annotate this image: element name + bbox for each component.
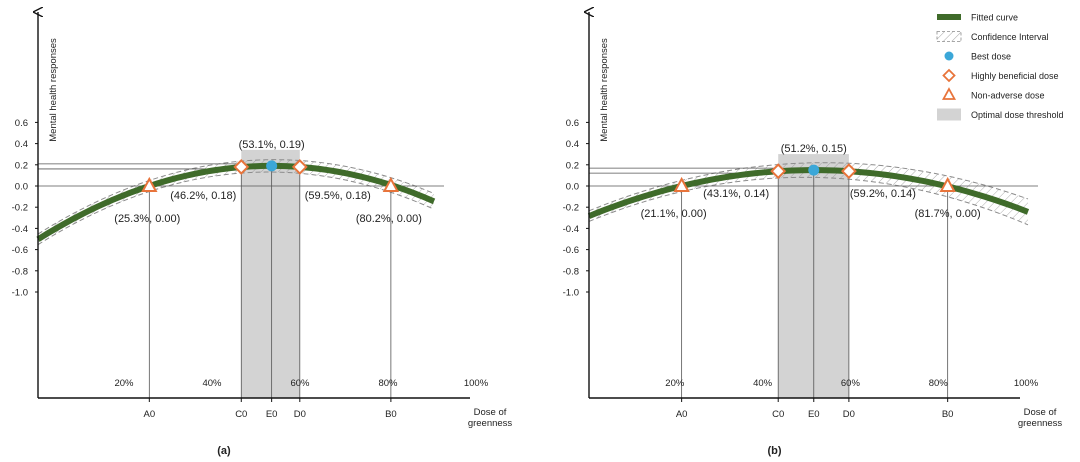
legend-swatch-band [937, 108, 961, 121]
y-tick-label: -0.2 [12, 203, 28, 214]
y-tick-label: 0.6 [566, 118, 579, 129]
x-point-label: D0 [294, 409, 306, 420]
y-tick-label: 0.2 [15, 160, 28, 171]
data-label: (59.5%, 0.18) [305, 190, 371, 202]
x-point-label: B0 [942, 409, 954, 420]
highly-beneficial-marker [770, 163, 787, 180]
legend-swatch-curve [937, 14, 961, 20]
ci-upper-bound [37, 159, 435, 235]
non-adverse-marker [939, 176, 956, 192]
x-tick-label: 20% [665, 378, 685, 389]
data-label: (25.3%, 0.00) [114, 213, 180, 225]
y-tick-label: 0.0 [15, 182, 28, 193]
data-label: (80.2%, 0.00) [356, 213, 422, 225]
ci-upper-bound [588, 162, 1029, 212]
best-dose-marker [266, 160, 278, 172]
x-tick-label: 100% [1014, 378, 1039, 389]
non-adverse-marker [141, 176, 158, 192]
data-label: (59.2%, 0.14) [850, 188, 916, 200]
ci-lower-bound [37, 171, 435, 246]
x-point-label: B0 [385, 409, 397, 420]
legend-swatch-diamond [942, 68, 956, 83]
legend-swatch-ci [936, 31, 962, 42]
highly-beneficial-marker [291, 159, 308, 175]
x-axis-label: Dose of greenness [1018, 407, 1063, 429]
highly-beneficial-marker [233, 159, 250, 175]
x-tick-label: 60% [841, 378, 861, 389]
y-tick-label: -0.4 [12, 224, 28, 235]
legend-swatch-triangle [941, 87, 957, 100]
y-tick-label: -0.4 [563, 224, 579, 235]
data-label: (46.2%, 0.18) [170, 190, 236, 202]
x-tick-label: 40% [753, 378, 773, 389]
y-tick-label: -1.0 [563, 288, 579, 299]
x-axis-label: Dose of greenness [468, 407, 513, 429]
non-adverse-marker [382, 176, 400, 192]
data-label: (21.1%, 0.00) [641, 208, 707, 220]
x-point-label: C0 [235, 409, 247, 420]
x-tick-label: 40% [202, 378, 222, 389]
ci-lower-bound [588, 176, 1029, 226]
legend-label: Best dose [971, 51, 1011, 61]
y-tick-label: -0.2 [563, 203, 579, 214]
x-point-label: E0 [808, 409, 820, 420]
x-point-label: C0 [772, 409, 784, 420]
legend-label: Highly beneficial dose [971, 71, 1059, 81]
legend-label: Confidence Interval [971, 32, 1049, 42]
y-tick-label: -0.6 [563, 245, 579, 256]
panel-label: (a) [217, 445, 231, 457]
x-point-label: D0 [843, 409, 855, 420]
confidence-interval [38, 159, 434, 245]
data-label: (43.1%, 0.14) [703, 188, 769, 200]
x-point-label: A0 [676, 409, 688, 420]
x-point-label: E0 [266, 409, 278, 420]
legend-label: Optimal dose threshold [971, 110, 1064, 120]
x-tick-label: 60% [290, 378, 310, 389]
legend-swatch-best [944, 51, 954, 61]
y-tick-label: 0.6 [15, 118, 28, 129]
y-axis-label: Mental health responses [48, 38, 59, 142]
y-tick-label: -0.6 [12, 245, 28, 256]
panel-a: 0.6 0.4 0.2 0.0 -0.2 -0.4 -0.6 -0.8 -1.0 20% 40% 60… [12, 12, 513, 457]
legend-label: Non-adverse dose [971, 90, 1045, 100]
y-tick-label: -0.8 [12, 266, 28, 277]
highly-beneficial-marker [840, 163, 857, 180]
y-tick-label: 0.4 [15, 139, 28, 150]
y-tick-label: -0.8 [563, 266, 579, 277]
x-tick-label: 80% [378, 378, 398, 389]
x-tick-label: 100% [464, 378, 489, 389]
data-label: (81.7%, 0.00) [915, 208, 981, 220]
data-label: (51.2%, 0.15) [781, 143, 847, 155]
panel-label: (b) [767, 445, 781, 457]
x-tick-label: 20% [114, 378, 134, 389]
best-dose-marker [808, 164, 820, 176]
y-tick-label: 0.2 [566, 160, 579, 171]
non-adverse-marker [673, 176, 690, 192]
x-point-label: A0 [144, 409, 156, 420]
y-tick-label: 0.0 [566, 182, 579, 193]
optimal-threshold-band [241, 149, 300, 398]
y-tick-label: 0.4 [566, 139, 579, 150]
data-label: (53.1%, 0.19) [239, 139, 305, 151]
legend: Fitted curve Confidence Interval Best dose… [936, 12, 1064, 121]
panel-b: 0.6 0.4 0.2 0.0 -0.2 -0.4 -0.6 -0.8 -1.0 20% 40% 60… [563, 12, 1063, 457]
x-tick-label: 80% [929, 378, 949, 389]
y-axis-label: Mental health responses [599, 38, 610, 142]
legend-label: Fitted curve [971, 12, 1018, 22]
y-tick-label: -1.0 [12, 288, 28, 299]
